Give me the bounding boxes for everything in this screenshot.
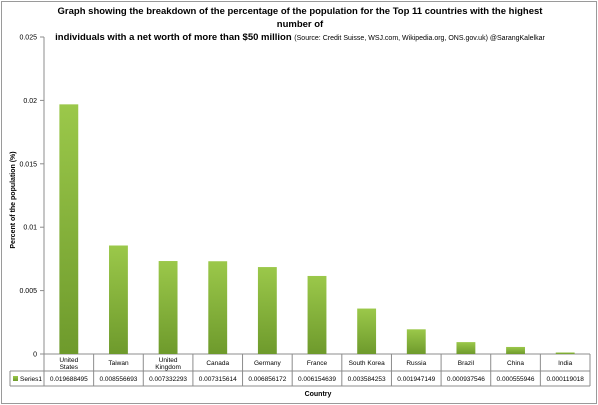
legend-series-name: Series1: [20, 376, 42, 383]
bar: [307, 275, 327, 354]
table-value: 0.000937546: [447, 376, 485, 383]
category-label: France: [307, 360, 328, 367]
bar: [456, 342, 476, 354]
category-label: Canada: [206, 360, 229, 367]
table-value: 0.007315614: [199, 376, 237, 383]
table-value: 0.007332293: [149, 376, 187, 383]
table-value: 0.006154639: [298, 376, 336, 383]
table-value: 0.006856172: [248, 376, 286, 383]
table-value: 0.000555946: [497, 376, 535, 383]
y-tick-label: 0.025: [19, 35, 37, 42]
bar: [357, 308, 377, 354]
y-tick-label: 0.005: [19, 288, 37, 295]
category-label: United States: [59, 357, 78, 371]
category-label: United Kingdom: [155, 357, 181, 371]
category-label: South Korea: [349, 360, 386, 367]
y-tick-label: 0.02: [23, 98, 37, 105]
chart-title: Graph showing the breakdown of the perce…: [40, 5, 560, 45]
bar: [257, 267, 277, 354]
bar: [506, 346, 525, 354]
x-axis-label: Country: [305, 391, 332, 398]
y-tick-label: 0.015: [19, 161, 37, 168]
chart-title-line1: Graph showing the breakdown of the perce…: [57, 6, 543, 30]
category-label: India: [558, 360, 572, 367]
legend-swatch: [13, 376, 18, 381]
bar: [158, 261, 178, 354]
category-label: China: [507, 360, 524, 367]
y-tick-label: 0.01: [23, 225, 37, 232]
y-tick-label: 0: [33, 352, 37, 359]
bar: [109, 245, 128, 354]
bar: [406, 329, 426, 354]
chart-title-source: (Source: Credit Suisse, WSJ.com, Wikiped…: [294, 35, 545, 42]
category-label: Russia: [406, 360, 426, 367]
bar: [59, 104, 79, 354]
category-label: Germany: [254, 360, 281, 367]
table-value: 0.003584253: [348, 376, 386, 383]
category-label: Taiwan: [108, 360, 129, 367]
y-axis-label: Percent of the population (%): [10, 151, 17, 248]
table-value: 0.008556693: [99, 376, 137, 383]
table-value: 0.019688495: [50, 376, 88, 383]
table-value: 0.000119018: [546, 376, 584, 383]
table-value: 0.001947149: [397, 376, 435, 383]
chart-title-line2: individuals with a net worth of more tha…: [55, 32, 292, 43]
bar: [555, 352, 575, 354]
bar: [208, 261, 228, 354]
category-label: Brazil: [458, 360, 475, 367]
